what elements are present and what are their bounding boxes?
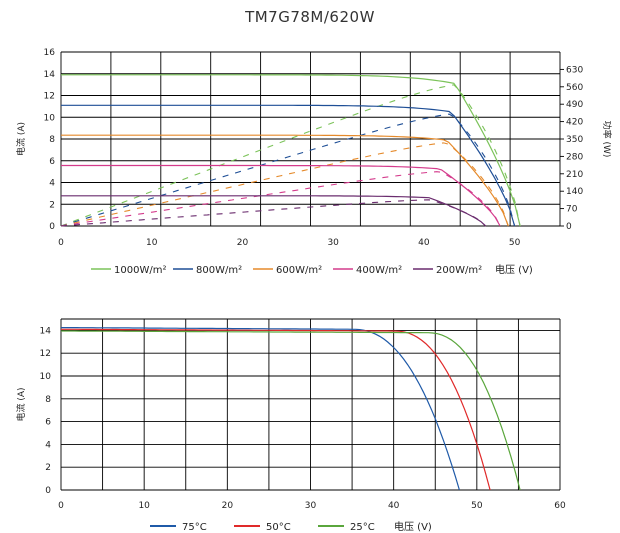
x-axis-label: 电压 (V) [394, 520, 432, 533]
x-tick-label: 0 [58, 501, 64, 511]
y-tick-label: 12 [44, 92, 55, 102]
y-tick-label: 8 [45, 395, 51, 405]
y-tick-label: 12 [40, 349, 51, 359]
x-tick-label: 40 [388, 501, 400, 511]
y2-tick-label: 140 [566, 187, 583, 197]
x-tick-label: 20 [222, 501, 234, 511]
iv-curve-400W/m² [61, 164, 501, 227]
legend-label: 200W/m² [436, 265, 482, 276]
y2-tick-label: 350 [566, 135, 583, 145]
iv-curve-200W/m² [61, 195, 487, 227]
iv-curve-temperature-chart: 0 10 20 30 40 50 60 0 2 4 6 8 10 12 14 电流 (A) 75°C 50°C 25… [15, 318, 566, 533]
y-tick-label: 6 [45, 418, 51, 428]
y-tick-label: 14 [40, 326, 52, 336]
iv-curve-1000W/m² [61, 74, 521, 227]
temperature-curve-25°C [61, 330, 521, 491]
legend-label: 1000W/m² [114, 265, 166, 276]
legend-label: 75°C [182, 522, 207, 533]
y-tick-label: 10 [44, 113, 56, 123]
iv-curve-irradiance-chart: 0 10 20 30 40 50 0 2 4 6 8 10 12 14 16 0 70 140 210 280 350 4… [15, 48, 613, 276]
power-curve-800W/m² [60, 113, 516, 227]
y-tick-label: 0 [49, 222, 55, 232]
x-tick-label: 50 [471, 501, 483, 511]
y-tick-label: 6 [49, 157, 55, 167]
y-tick-label: 8 [49, 135, 55, 145]
y-axis-label: 电流 (A) [15, 387, 27, 421]
legend-label: 400W/m² [356, 265, 402, 276]
chart-title: TM7G78M/620W [244, 8, 375, 26]
y-tick-label: 2 [45, 463, 51, 473]
x-tick-label: 10 [146, 238, 158, 248]
x-tick-label: 50 [509, 238, 521, 248]
legend-label: 800W/m² [196, 265, 242, 276]
y2-tick-label: 560 [566, 83, 583, 93]
y2-tick-label: 630 [566, 65, 583, 75]
temperature-curve-75°C [61, 327, 460, 491]
y-axis-label: 电流 (A) [15, 122, 27, 156]
y-tick-label: 16 [44, 48, 56, 58]
legend-label: 25°C [350, 522, 375, 533]
legend-label: 50°C [266, 522, 291, 533]
power-curve-400W/m² [60, 171, 501, 227]
legend-label: 600W/m² [276, 265, 322, 276]
y-tick-label: 4 [49, 179, 55, 189]
x-tick-label: 0 [58, 238, 64, 248]
power-curve-600W/m² [60, 142, 509, 227]
y2-axis-label: 功率 (W) [601, 121, 613, 158]
x-axis-label: 电压 (V) [495, 263, 533, 276]
x-tick-label: 10 [138, 501, 150, 511]
y2-tick-label: 210 [566, 170, 583, 180]
y-tick-label: 4 [45, 440, 51, 450]
x-tick-label: 40 [418, 238, 430, 248]
iv-curve-800W/m² [61, 104, 516, 227]
x-tick-label: 30 [305, 501, 317, 511]
y-tick-label: 14 [44, 70, 56, 80]
power-curve-1000W/m² [60, 84, 521, 227]
y-tick-label: 0 [45, 486, 51, 496]
x-tick-label: 60 [554, 501, 566, 511]
x-tick-label: 30 [327, 238, 339, 248]
y2-tick-label: 280 [566, 152, 583, 162]
y2-tick-label: 0 [566, 222, 572, 232]
y-tick-label: 2 [49, 200, 55, 210]
power-curve-200W/m² [60, 199, 486, 227]
y-tick-label: 10 [40, 372, 52, 382]
y2-tick-label: 70 [566, 205, 578, 215]
x-tick-label: 20 [237, 238, 249, 248]
iv-curve-600W/m² [61, 134, 509, 227]
y2-tick-label: 490 [566, 100, 583, 110]
temperature-curve-50°C [61, 328, 491, 491]
y2-tick-label: 420 [566, 118, 583, 128]
